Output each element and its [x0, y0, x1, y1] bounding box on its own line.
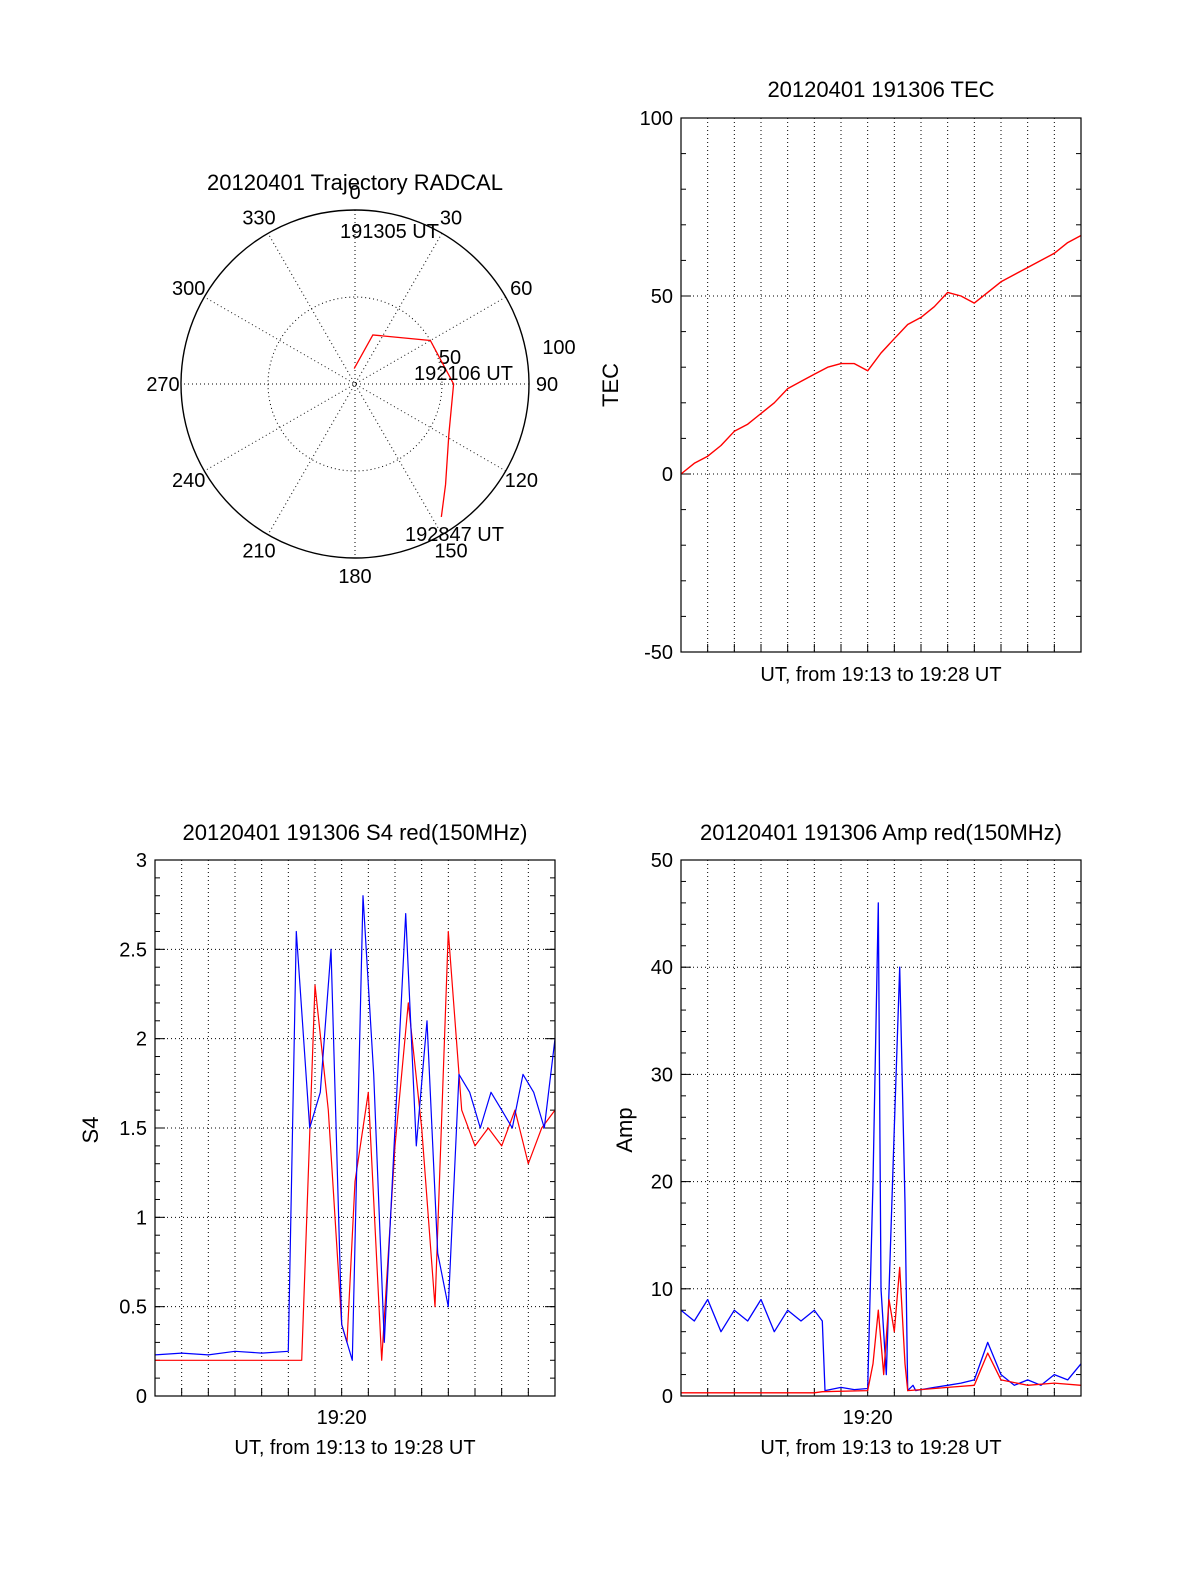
y-tick-label: 1.5: [119, 1118, 147, 1140]
y-tick-label: 10: [651, 1279, 673, 1301]
y-tick-label: 40: [651, 957, 673, 979]
polar-trajectory-panel: 20120401 Trajectory RADCAL 0 30 60 90 120 150…: [146, 170, 575, 588]
azimuth-label: 300: [172, 278, 205, 300]
y-tick-label: 2: [136, 1029, 147, 1051]
series-line: [681, 1266, 1082, 1394]
y-tick-label: 0: [662, 1386, 673, 1408]
series-line: [154, 895, 556, 1361]
polar-title: 20120401 Trajectory RADCAL: [207, 170, 503, 195]
s4-panel: 20120401 191306 S4 red(150MHz) 0 0.5 1 1.5 2…: [78, 820, 556, 1459]
azimuth-label: 270: [146, 374, 179, 396]
amp-ylabel: Amp: [612, 1107, 637, 1152]
azimuth-label: 150: [434, 540, 467, 562]
azimuth-label: 240: [172, 470, 205, 492]
trajectory-line: [353, 334, 455, 518]
tec-ylabel: TEC: [598, 363, 623, 407]
y-tick-label: 0: [662, 464, 673, 486]
series-line: [680, 234, 1082, 475]
s4-title: 20120401 191306 S4 red(150MHz): [183, 820, 528, 845]
azimuth-label: 120: [505, 470, 538, 492]
radial-label: 50: [439, 347, 461, 369]
series-line: [155, 930, 556, 1361]
azimuth-label: 30: [440, 208, 462, 230]
track-start-label: 191305 UT: [340, 221, 439, 243]
y-tick-label: -50: [644, 642, 673, 664]
y-tick-label: 50: [651, 286, 673, 308]
plot-frame: [680, 859, 1082, 1397]
amp-panel: 20120401 191306 Amp red(150MHz) 0 10 20 30 4…: [612, 820, 1082, 1459]
azimuth-label: 0: [349, 182, 360, 204]
track-middle-label: 192106 UT: [414, 363, 513, 385]
azimuth-label: 60: [510, 278, 532, 300]
plot-frame: [680, 117, 1082, 653]
series-line: [680, 902, 1082, 1392]
s4-xlabel: UT, from 19:13 to 19:28 UT: [234, 1437, 475, 1459]
s4-ylabel: S4: [78, 1117, 103, 1144]
azimuth-label: 330: [242, 208, 275, 230]
x-tick-label: 19:20: [317, 1407, 367, 1429]
track-end-label: 192847 UT: [405, 524, 504, 546]
amp-title: 20120401 191306 Amp red(150MHz): [700, 820, 1062, 845]
azimuth-label: 210: [242, 540, 275, 562]
y-tick-label: 100: [640, 108, 673, 130]
y-tick-label: 30: [651, 1064, 673, 1086]
y-tick-label: 1: [136, 1207, 147, 1229]
y-tick-label: 2.5: [119, 939, 147, 961]
y-tick-label: 20: [651, 1172, 673, 1194]
y-tick-label: 50: [651, 850, 673, 872]
y-tick-label: 0.5: [119, 1297, 147, 1319]
tec-panel: 20120401 191306 TEC -50 0 50 100 UT, from 1…: [598, 77, 1082, 686]
amp-xlabel: UT, from 19:13 to 19:28 UT: [760, 1437, 1001, 1459]
azimuth-label: 90: [536, 374, 558, 396]
azimuth-label: 180: [338, 566, 371, 588]
x-tick-label: 19:20: [843, 1407, 893, 1429]
radial-label: 100: [542, 337, 575, 359]
y-tick-label: 3: [136, 850, 147, 872]
tec-xlabel: UT, from 19:13 to 19:28 UT: [760, 664, 1001, 686]
y-tick-label: 0: [136, 1386, 147, 1408]
tec-title: 20120401 191306 TEC: [767, 77, 994, 102]
plot-frame: [154, 859, 556, 1397]
